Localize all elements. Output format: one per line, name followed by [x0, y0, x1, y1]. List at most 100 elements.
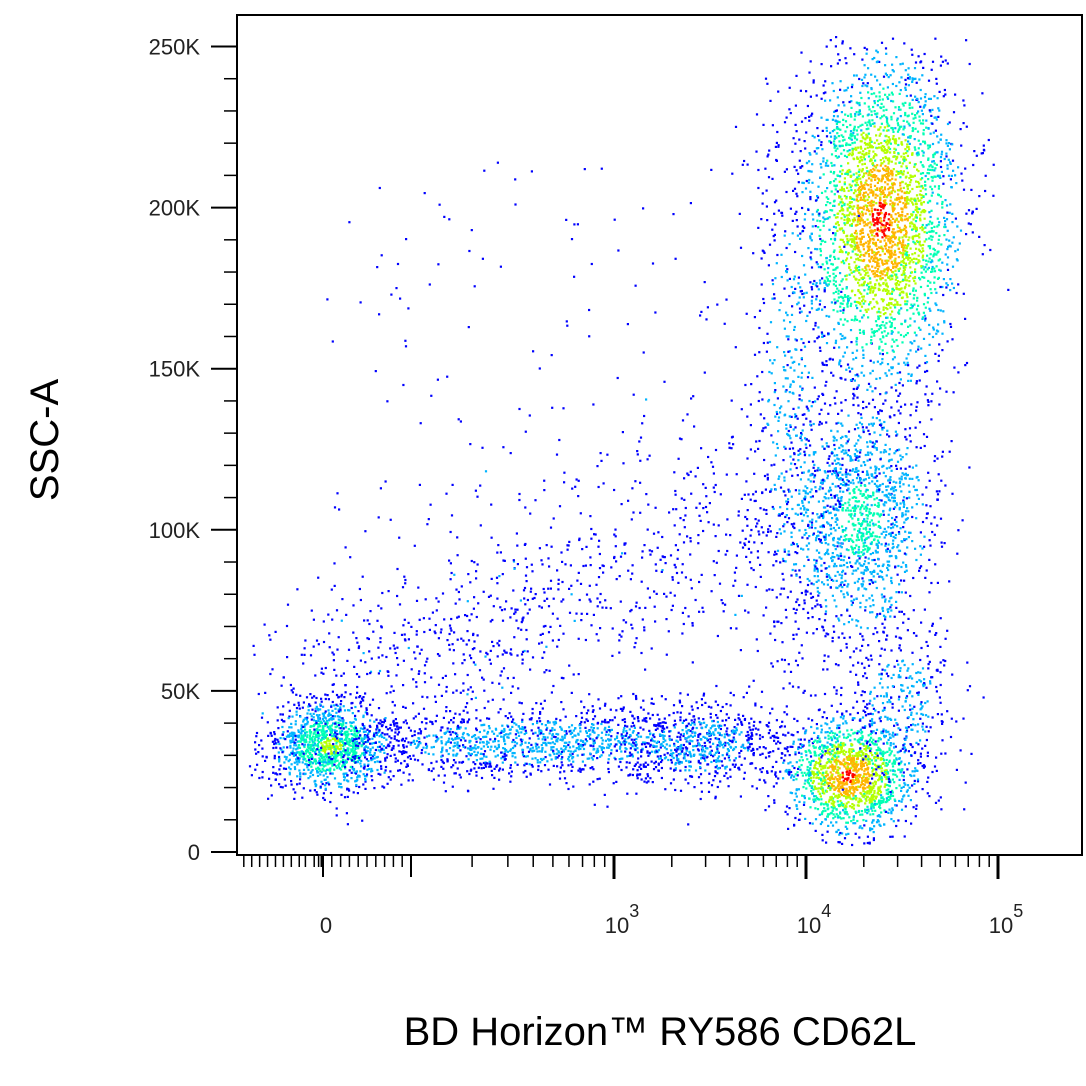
event-point: [539, 720, 542, 723]
event-point: [496, 754, 499, 757]
event-point: [254, 748, 257, 751]
event-point: [706, 737, 709, 740]
event-point: [661, 721, 664, 724]
event-point: [319, 769, 322, 772]
event-point: [628, 728, 631, 731]
event-point: [891, 807, 894, 810]
event-point: [660, 695, 663, 698]
event-point: [348, 757, 351, 760]
event-point: [316, 744, 319, 747]
event-point: [332, 737, 335, 740]
event-point: [817, 735, 820, 738]
event-point: [894, 804, 897, 807]
event-point: [832, 374, 835, 377]
event-point: [749, 743, 752, 746]
event-point: [770, 770, 773, 773]
event-point: [288, 709, 291, 712]
event-point: [864, 794, 867, 797]
event-point: [877, 746, 880, 749]
event-point: [340, 733, 343, 736]
event-point: [290, 722, 293, 725]
event-point: [705, 756, 708, 759]
event-point: [846, 783, 849, 786]
event-point: [851, 546, 854, 550]
event-point: [636, 747, 639, 750]
event-point: [387, 776, 390, 779]
event-point: [889, 499, 892, 502]
event-point: [832, 817, 835, 820]
event-point: [331, 690, 334, 693]
event-point: [701, 703, 704, 707]
event-point: [887, 795, 890, 799]
event-point: [615, 749, 618, 752]
event-point: [343, 732, 346, 735]
event-point: [717, 738, 721, 741]
event-point: [349, 744, 352, 747]
event-point: [840, 749, 843, 752]
event-point: [555, 748, 558, 751]
event-point: [630, 725, 633, 728]
event-point: [874, 759, 878, 762]
event-point: [279, 713, 282, 716]
event-point: [287, 701, 290, 704]
event-point: [554, 736, 557, 739]
event-point: [760, 770, 763, 774]
event-point: [624, 738, 627, 741]
event-point: [370, 767, 373, 771]
event-point: [808, 770, 811, 773]
event-point: [353, 732, 356, 735]
event-point: [809, 806, 812, 809]
event-point: [415, 746, 418, 749]
event-point: [542, 741, 545, 744]
event-point: [261, 747, 264, 750]
event-point: [664, 721, 667, 724]
event-point: [386, 733, 389, 736]
event-point: [628, 754, 631, 757]
event-point: [825, 747, 828, 750]
event-point: [816, 741, 819, 744]
event-point: [878, 717, 881, 720]
event-point: [813, 764, 816, 767]
event-point: [350, 758, 353, 761]
event-point: [508, 772, 511, 775]
event-point: [376, 745, 380, 749]
event-point: [813, 795, 816, 798]
event-point: [388, 745, 391, 748]
event-point: [372, 742, 375, 745]
event-point: [296, 763, 299, 766]
event-point: [687, 782, 690, 785]
event-point: [503, 727, 506, 731]
event-point: [342, 761, 345, 764]
event-point: [548, 753, 551, 756]
event-point: [859, 736, 862, 740]
event-point: [516, 730, 519, 733]
event-point: [712, 731, 715, 734]
event-point: [548, 732, 551, 735]
event-point: [592, 745, 595, 748]
event-point: [898, 784, 901, 787]
event-point: [647, 763, 650, 766]
event-point: [314, 701, 317, 704]
event-point: [462, 709, 465, 712]
event-point: [821, 833, 824, 836]
event-point: [818, 761, 821, 765]
event-point: [664, 739, 667, 742]
event-point: [832, 784, 835, 787]
event-point: [828, 776, 831, 779]
event-point: [867, 773, 870, 776]
event-point: [394, 757, 397, 760]
event-point: [942, 659, 945, 662]
event-point: [850, 762, 853, 765]
event-point: [828, 455, 831, 458]
event-point: [309, 789, 312, 792]
event-point: [314, 744, 317, 747]
event-point: [690, 719, 693, 722]
event-point: [712, 719, 715, 723]
event-point: [837, 772, 840, 775]
event-point: [291, 715, 294, 718]
event-point: [453, 744, 457, 747]
event-point: [329, 767, 332, 770]
event-point: [929, 682, 932, 685]
event-point: [743, 771, 746, 774]
event-point: [890, 649, 893, 652]
